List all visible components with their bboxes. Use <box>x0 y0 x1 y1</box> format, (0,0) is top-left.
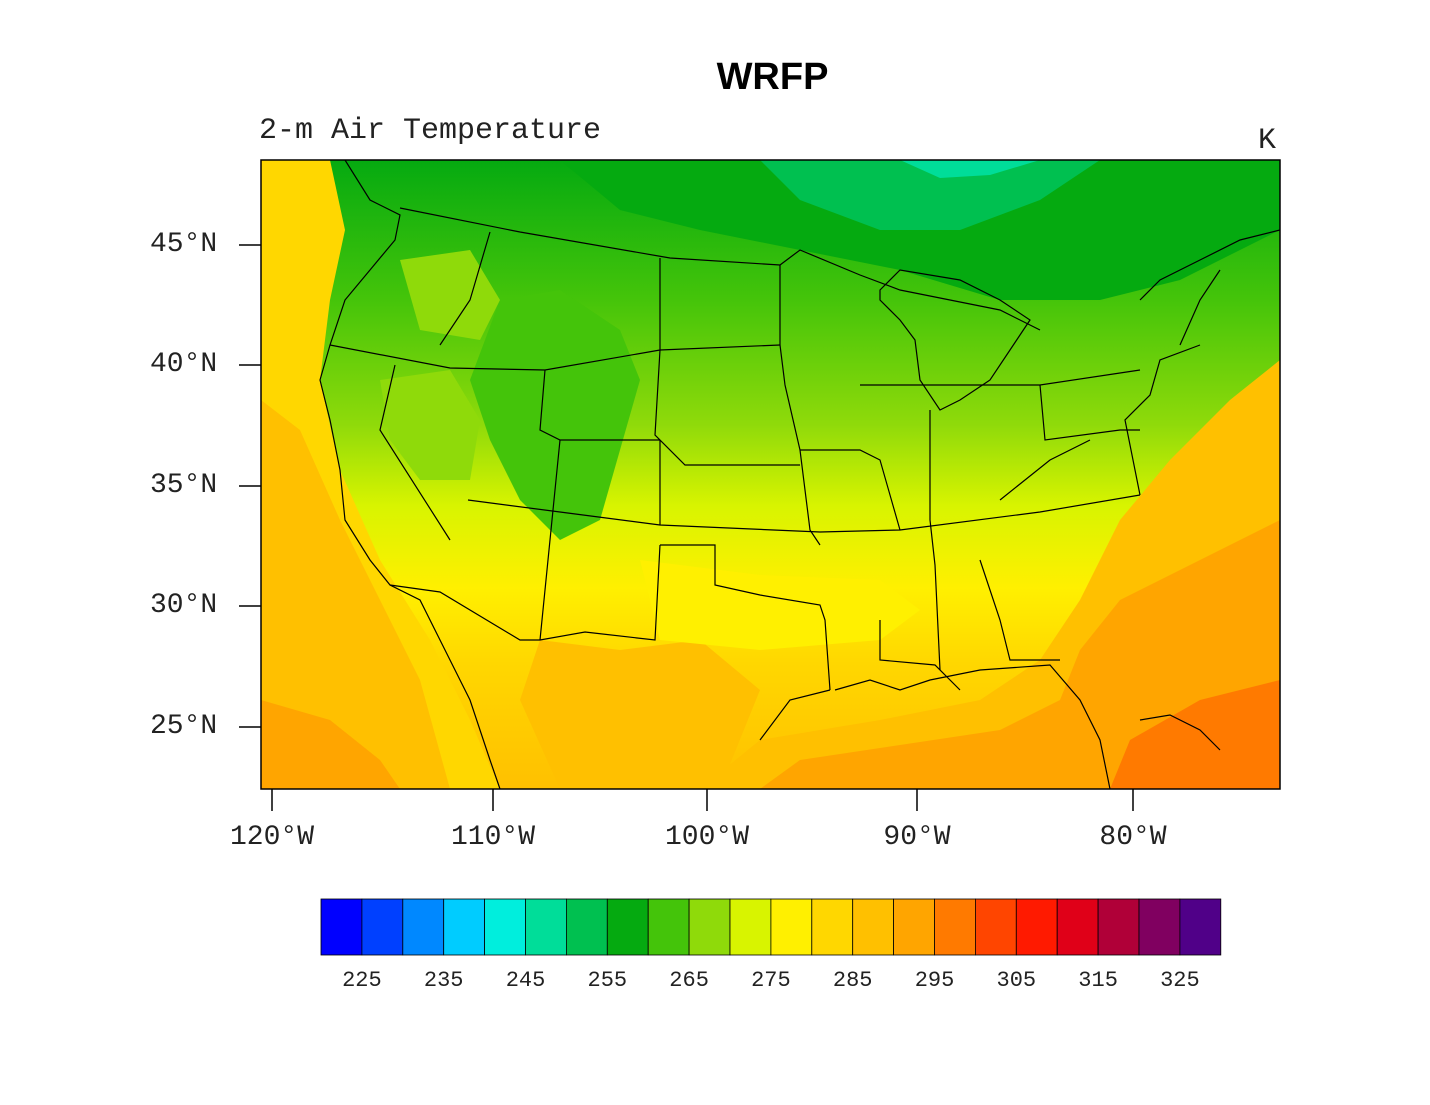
colorbar-box <box>566 898 608 956</box>
colorbar-tick-label: 245 <box>505 968 546 993</box>
axis-ticks <box>239 244 1134 811</box>
filled-contours <box>261 160 1280 789</box>
colorbar-box <box>1097 898 1140 956</box>
colorbar-box <box>1056 898 1099 956</box>
colorbar-tick-label: 295 <box>914 968 955 993</box>
lon-label-100w: 100°W <box>664 822 750 853</box>
colorbar-box <box>934 898 976 956</box>
lon-label-120w: 120°W <box>229 822 315 853</box>
colorbar-tick-label: 325 <box>1160 968 1200 993</box>
colorbar-box <box>1138 898 1181 956</box>
lon-label-80w: 80°W <box>1099 822 1167 853</box>
lat-label-45: 45°N <box>150 229 218 260</box>
colorbar-tick-label: 235 <box>423 968 464 993</box>
colorbar-tick-label: 305 <box>996 968 1037 993</box>
field-name: 2-m Air Temperature <box>259 114 602 148</box>
lon-label-110w: 110°W <box>450 822 536 853</box>
plot-title: WRFP <box>716 56 829 98</box>
lat-label-35: 35°N <box>150 470 218 501</box>
colorbar-box <box>361 898 404 956</box>
colorbar-tick-label: 285 <box>832 968 873 993</box>
colorbar-box <box>688 898 731 956</box>
colorbar-box <box>852 898 895 956</box>
colorbar-box <box>729 898 772 956</box>
lon-label-90w: 90°W <box>883 822 951 853</box>
colorbar-box <box>1015 898 1058 956</box>
colorbar-box <box>1179 898 1222 956</box>
colorbar-box <box>320 898 363 956</box>
colorbar-tick-label: 315 <box>1078 968 1118 993</box>
colorbar-box <box>647 898 690 956</box>
colorbar-tick-label: 265 <box>669 968 709 993</box>
colorbar-box <box>484 898 526 956</box>
colorbar-box <box>893 898 935 956</box>
lat-label-25: 25°N <box>150 711 218 742</box>
lat-label-30: 30°N <box>150 590 218 621</box>
colorbar-box <box>443 898 486 956</box>
lat-label-40: 40°N <box>150 349 218 380</box>
colorbar-box <box>525 898 567 956</box>
colorbar-box <box>975 898 1017 956</box>
colorbar-box <box>770 898 813 956</box>
colorbar <box>320 898 1222 956</box>
colorbar-tick-label: 225 <box>342 968 382 993</box>
colorbar-box <box>606 898 649 956</box>
colorbar-tick-label: 255 <box>587 968 628 993</box>
colorbar-tick-label: 275 <box>751 968 791 993</box>
colorbar-box <box>402 898 445 956</box>
boundaries <box>319 160 1280 789</box>
units-label: K <box>1258 124 1277 158</box>
colorbar-box <box>811 898 854 956</box>
map-frame <box>260 159 1281 790</box>
